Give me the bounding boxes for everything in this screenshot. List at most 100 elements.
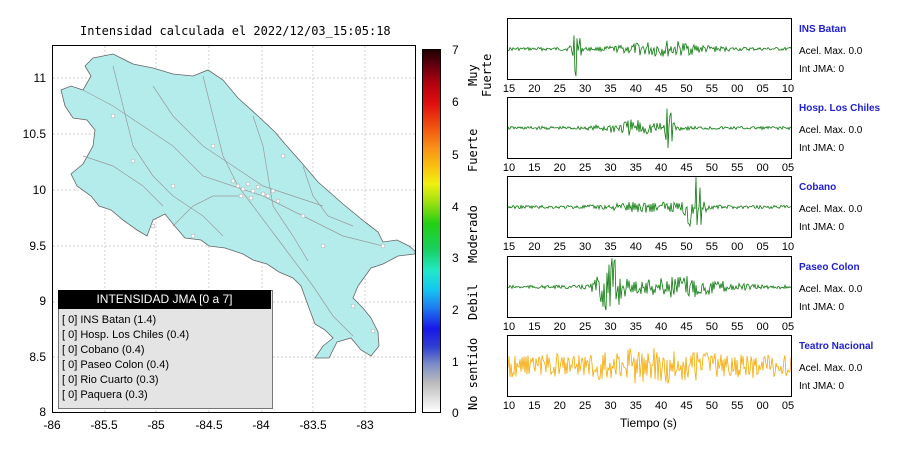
waveform-tick: 25 [553, 83, 566, 95]
waveform-tick: 00 [756, 321, 769, 333]
waveform-tick: 55 [731, 400, 744, 412]
station-name: Paseo Colon [799, 262, 860, 273]
station-acel: Acel. Max. 0.0 [799, 46, 863, 57]
station-acel: Acel. Max. 0.0 [799, 363, 863, 374]
waveform-plot[interactable] [507, 97, 792, 159]
waveform-tick: 30 [578, 83, 592, 95]
waveform-plot[interactable] [507, 256, 792, 318]
legend-title: INTENSIDAD JMA [0 a 7] [58, 290, 271, 309]
waveform-tick: 10 [502, 400, 516, 412]
waveform-line [508, 177, 791, 228]
station-name: INS Batan [799, 24, 847, 35]
map-ytick: 9.5 [29, 239, 46, 253]
map-xtick: -85.5 [90, 418, 118, 432]
map-xtick: -83.5 [299, 418, 327, 432]
legend-item: [ 0] Paquera (0.3) [62, 389, 148, 401]
waveform-line [508, 348, 791, 384]
waveform-tick: 40 [655, 400, 668, 412]
colorbar-tick: 6 [452, 95, 459, 109]
waveform-tick: 25 [578, 162, 592, 174]
waveform-tick: 30 [604, 162, 617, 174]
colorbar-tick: 0 [452, 406, 459, 420]
waveform-tick: 35 [604, 83, 617, 95]
waveform-tick: 55 [705, 241, 719, 253]
waveform-tick: 05 [756, 241, 769, 253]
colorbar-tick: 7 [452, 43, 459, 57]
map-ytick: 9 [39, 294, 46, 308]
legend-item: [ 0] Paseo Colon (0.4) [62, 359, 170, 371]
waveform-tick: 15 [528, 400, 541, 412]
waveform-tick: 50 [705, 162, 719, 174]
station-acel: Acel. Max. 0.0 [799, 284, 863, 295]
waveform-tick: 25 [578, 400, 592, 412]
waveform-trace [508, 348, 791, 384]
waveform-line [508, 108, 791, 149]
map-xtick: -85 [147, 418, 165, 432]
waveform-trace [508, 177, 791, 228]
waveform-tick: 00 [731, 241, 744, 253]
station-name: Cobano [799, 182, 837, 193]
waveform-tick: 40 [655, 321, 668, 333]
colorbar-label: No sentido [466, 337, 480, 411]
waveform-tick: 10 [502, 162, 516, 174]
waveform-tick: 45 [655, 241, 668, 253]
colorbar-label: Debil [466, 283, 480, 321]
station-jma: Int JMA: 0 [799, 64, 845, 75]
station-jma: Int JMA: 0 [799, 143, 845, 154]
waveform-tick: 15 [502, 241, 516, 253]
waveform-tick: 20 [553, 321, 566, 333]
waveform-tick: 30 [578, 241, 592, 253]
waveform-line [508, 35, 791, 77]
waveform-trace [508, 35, 791, 77]
station-name: Hosp. Los Chiles [799, 103, 881, 114]
legend-item: [ 0] Rio Cuarto (0.3) [62, 374, 159, 386]
waveform-trace [508, 108, 791, 149]
map-xtick: -84.5 [195, 418, 223, 432]
station-jma: Int JMA: 0 [799, 381, 845, 392]
legend-item: [ 0] Cobano (0.4) [62, 344, 145, 356]
waveform-tick: 15 [502, 83, 516, 95]
waveform-tick: 20 [528, 241, 541, 253]
map-ytick: 8.5 [29, 350, 46, 364]
waveform-tick: 05 [781, 321, 795, 333]
colorbar-label: Moderado [466, 205, 480, 263]
waveform-tick: 25 [578, 321, 592, 333]
intensity-legend [58, 290, 273, 409]
map-title: Intensidad calculada el 2022/12/03_15:05… [80, 24, 391, 38]
waveform-tick: 50 [705, 400, 719, 412]
map-ytick: 10.5 [22, 127, 46, 141]
waveform-tick: 45 [655, 83, 668, 95]
waveform-tick: 55 [731, 162, 744, 174]
colorbar-label: Muy Fuerte [466, 53, 494, 97]
map-xtick: -86 [43, 418, 61, 432]
waveform-plot[interactable] [507, 335, 792, 397]
waveform-tick: 05 [781, 162, 795, 174]
waveform-tick: 30 [604, 321, 617, 333]
waveform-tick: 50 [680, 241, 693, 253]
station-jma: Int JMA: 0 [799, 222, 845, 233]
waveform-tick: 20 [528, 83, 541, 95]
waveform-tick: 35 [629, 400, 642, 412]
waveform-line [508, 258, 791, 311]
map-xtick: -83 [356, 418, 374, 432]
waveform-tick: 40 [629, 83, 642, 95]
waveform-tick: 45 [680, 400, 693, 412]
waveform-plot[interactable] [507, 176, 792, 238]
waveform-tick: 55 [731, 321, 744, 333]
map-ytick: 8 [39, 405, 46, 419]
waveform-plot[interactable] [507, 18, 792, 80]
waveform-tick: 00 [731, 83, 744, 95]
waveform-tick: 20 [553, 162, 566, 174]
waveform-tick: 25 [553, 241, 566, 253]
waveform-tick: 20 [553, 400, 566, 412]
legend-item: [ 0] INS Batan (1.4) [62, 314, 157, 326]
costa-rica-map [53, 46, 415, 412]
waveform-tick: 15 [528, 162, 541, 174]
intensity-colorbar [422, 49, 441, 413]
station-acel: Acel. Max. 0.0 [799, 204, 863, 215]
legend-item: [ 0] Hosp. Los Chiles (0.4) [62, 329, 190, 341]
colorbar-tick: 4 [452, 200, 459, 214]
map-ytick: 10 [32, 183, 46, 197]
waveform-tick: 50 [705, 321, 719, 333]
waveform-tick: 00 [756, 162, 769, 174]
